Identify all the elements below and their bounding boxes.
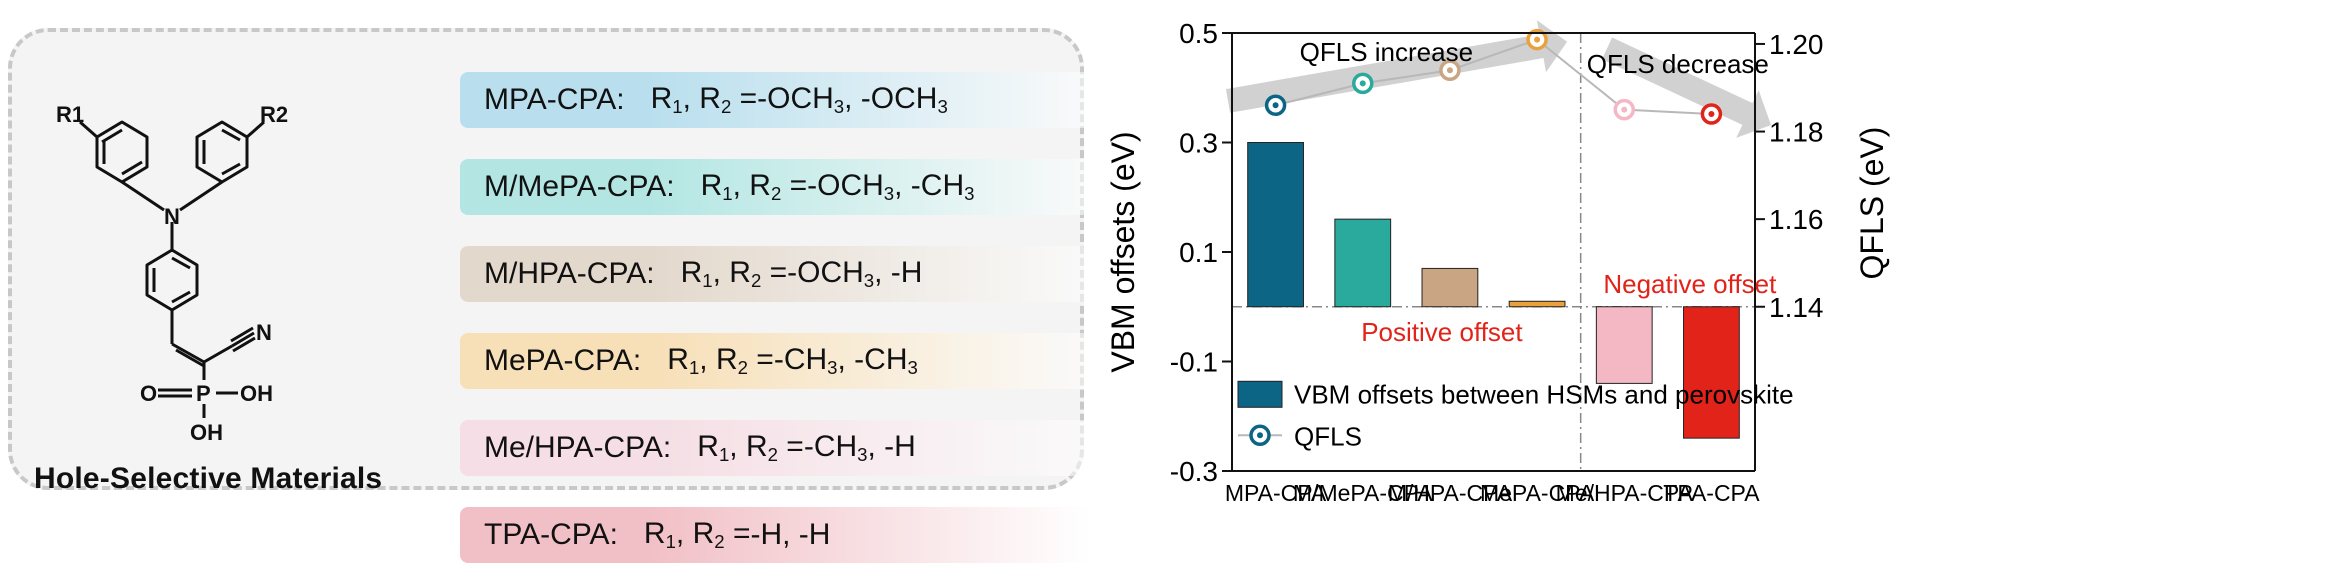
x-tick-label: TPA-CPA [1663, 480, 1760, 506]
material-name: M/MePA-CPA: [484, 170, 675, 203]
substituents: -OCH3, -H [787, 255, 923, 292]
material-row: MePA-CPA: R1, R2 = -CH3, -CH3 [460, 333, 1090, 389]
qfls-decrease-label: QFLS decrease [1587, 49, 1769, 79]
y-tick-label: -0.1 [1170, 347, 1218, 378]
bar [1334, 218, 1392, 308]
hsm-title: Hole-Selective Materials [34, 462, 383, 495]
r-label: R1, R2 = [667, 342, 774, 379]
material-row: MPA-CPA: R1, R2 = -OCH3, -OCH3 [460, 72, 1090, 128]
qfls-point [1613, 98, 1635, 121]
molecule-structure: R1 R2 N N O P OH OH [56, 102, 288, 445]
o-label: O [140, 381, 157, 406]
r-label: R1, R2 = [680, 255, 788, 292]
material-row: TPA-CPA: R1, R2 = -H, -H [460, 507, 1090, 563]
oh-right-label: OH [240, 381, 273, 406]
r-label: R1, R2 = [643, 516, 751, 553]
bar [1421, 267, 1479, 308]
substituents: -CH3, -H [803, 429, 916, 466]
qfls-marker-dot [1708, 111, 1715, 118]
legend-bar-label: VBM offsets between HSMs and perovskite [1294, 379, 1794, 409]
material-name: MePA-CPA: [484, 344, 642, 377]
qfls-marker-dot [1621, 106, 1628, 113]
qfls-line [1275, 38, 1712, 116]
n-center-label: N [164, 204, 180, 229]
y-tick-label: -0.3 [1170, 456, 1218, 487]
qfls-point [1439, 59, 1461, 81]
x-tick-label: M/HPA-CPA [1388, 480, 1513, 506]
negative-offset-label: Negative offset [1603, 269, 1777, 299]
legend-line-label: QFLS [1294, 421, 1362, 451]
material-row: M/MePA-CPA: R1, R2 = -OCH3, -CH3 [460, 159, 1090, 215]
material-row: Me/HPA-CPA: R1, R2 = -CH3, -H [460, 420, 1090, 476]
y2-tick-label: 1.20 [1769, 29, 1824, 60]
bar [1247, 142, 1304, 308]
n-cyano-label: N [256, 320, 272, 345]
r-label: R1, R2 = [650, 81, 758, 118]
y2-tick-label: 1.16 [1769, 204, 1824, 235]
vbm-qfls-chart: 0.5 0.3 0.1 -0.1 -0.3 1.20 1.18 1.16 1.14 MPA-CPA… [1105, 18, 1890, 506]
bar [1508, 300, 1566, 308]
substituents: -CH3, -CH3 [773, 342, 918, 379]
qfls-decrease-arrow [1602, 37, 1771, 138]
r2-label: R2 [260, 102, 288, 127]
x-tick-label: Me/HPA-CPA [1556, 480, 1694, 506]
substituents: -OCH3, -CH3 [807, 168, 975, 205]
oh-bottom-label: OH [190, 420, 223, 445]
qfls-point [1352, 72, 1374, 95]
material-name: TPA-CPA: [484, 518, 618, 551]
qfls-marker-dot [1272, 102, 1279, 109]
r-label: R1, R2 = [700, 168, 808, 205]
x-tick-label: MePA-CPA [1480, 480, 1595, 506]
qfls-increase-arrow [1225, 20, 1568, 113]
qfls-marker-dot [1534, 36, 1541, 43]
qfls-point [1526, 28, 1548, 51]
y2-tick-label: 1.14 [1769, 292, 1824, 323]
legend-bar-swatch [1237, 380, 1283, 408]
y-tick-label: 0.5 [1179, 18, 1218, 49]
y-axis-title: VBM offsets (eV) [1105, 131, 1141, 372]
r-label: R1, R2 = [697, 429, 804, 466]
r1-label: R1 [56, 102, 84, 127]
qfls-point [1700, 103, 1723, 125]
y2-tick-label: 1.18 [1769, 117, 1824, 148]
qfls-point [1264, 94, 1287, 117]
qfls-increase-label: QFLS increase [1300, 37, 1473, 67]
substituents: -H, -H [750, 518, 831, 551]
material-name: MPA-CPA: [484, 83, 625, 116]
qfls-marker-dot [1359, 80, 1366, 87]
y-tick-label: 0.1 [1179, 237, 1218, 268]
material-name: Me/HPA-CPA: [484, 431, 672, 464]
positive-offset-label: Positive offset [1361, 317, 1523, 347]
material-row: M/HPA-CPA: R1, R2 = -OCH3, -H [460, 246, 1090, 302]
x-tick-label: MPA-CPA [1225, 480, 1327, 506]
p-label: P [196, 381, 211, 406]
materials-panel: R1 R2 N N O P OH OH Hole-Selective Mater… [8, 28, 1090, 563]
y-tick-label: 0.3 [1179, 128, 1218, 159]
x-tick-label: M/MePA-CPA [1293, 480, 1433, 506]
material-name: M/HPA-CPA: [484, 257, 655, 290]
bar [1683, 306, 1740, 439]
legend-line-dot [1257, 432, 1263, 439]
qfls-marker-dot [1446, 67, 1453, 74]
bar [1595, 306, 1653, 384]
substituents: -OCH3, -OCH3 [757, 81, 948, 118]
y2-axis-title: QFLS (eV) [1854, 127, 1890, 280]
